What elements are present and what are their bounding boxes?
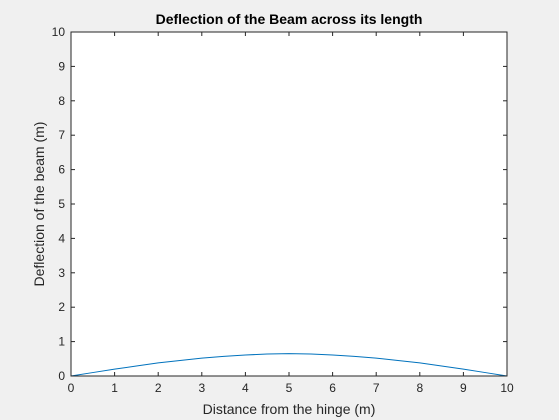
plot-area (71, 32, 507, 376)
x-tick-label: 6 (329, 381, 336, 395)
x-tick-label: 2 (155, 381, 162, 395)
x-tick-label: 1 (111, 381, 118, 395)
y-axis-label: Deflection of the beam (m) (31, 122, 47, 287)
chart-title: Deflection of the Beam across its length (156, 11, 423, 27)
y-tick-label: 6 (58, 163, 65, 177)
y-tick-label: 1 (58, 335, 65, 349)
y-tick-label: 0 (58, 369, 65, 383)
x-tick-label: 7 (373, 381, 380, 395)
ticks-layer: 0 1 2 3 4 5 6 7 8 9 10 0 1 2 3 4 5 6 7 8 9 10 (52, 25, 514, 395)
series-layer (70, 353, 508, 377)
y-tick-label: 5 (58, 197, 65, 211)
x-tick-label: 4 (242, 381, 249, 395)
x-tick-label: 8 (416, 381, 423, 395)
x-tick-label: 9 (460, 381, 467, 395)
x-tick-label: 0 (68, 381, 75, 395)
x-tick-label: 3 (198, 381, 205, 395)
y-tick-label: 8 (58, 94, 65, 108)
x-tick-label: 10 (500, 381, 514, 395)
y-tick-label: 3 (58, 266, 65, 280)
y-tick-label: 9 (58, 59, 65, 73)
x-tick-label: 5 (286, 381, 293, 395)
x-axis-label: Distance from the hinge (m) (203, 401, 376, 417)
y-tick-label: 10 (52, 25, 66, 39)
deflection-line (70, 353, 508, 377)
y-tick-label: 7 (58, 128, 65, 142)
y-tick-label: 2 (58, 300, 65, 314)
y-tick-label: 4 (58, 231, 65, 245)
